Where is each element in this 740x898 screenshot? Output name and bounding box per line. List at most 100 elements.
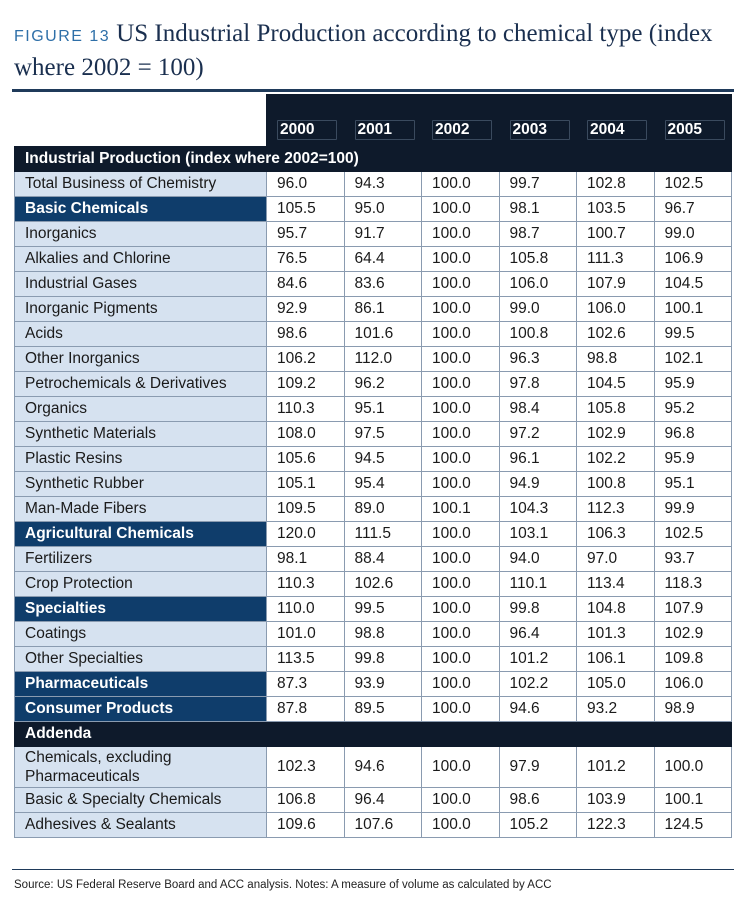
year-header-2003: 2003 — [498, 94, 577, 147]
row-label: Inorganics — [14, 221, 267, 247]
value-cell-2002: 100.0 — [421, 696, 500, 722]
production-index-table: 2000 2001 2002 2003 2004 2005 Industrial… — [14, 94, 732, 838]
value-cell-2003: 101.2 — [498, 646, 577, 672]
year-header-2002: 2002 — [421, 94, 500, 147]
table-row: Basic & Specialty Chemicals 106.8 96.4 100.… — [14, 787, 732, 813]
table-row: Coatings 101.0 98.8 100.0 96.4 101.3 102.9 — [14, 621, 732, 647]
value-cell-2004: 101.3 — [576, 621, 655, 647]
value-cell-2001: 95.1 — [343, 396, 422, 422]
value-cell-2002: 100.0 — [421, 271, 500, 297]
value-cell-2004: 106.0 — [576, 296, 655, 322]
value-cell-2004: 105.0 — [576, 671, 655, 697]
section-row-addenda: Addenda — [14, 721, 732, 747]
table-row: Fertilizers 98.1 88.4 100.0 94.0 97.0 93.7 — [14, 546, 732, 572]
year-header-2001: 2001 — [343, 94, 422, 147]
table-row: Synthetic Materials 108.0 97.5 100.0 97.2 102… — [14, 421, 732, 447]
value-cell-2000: 102.3 — [266, 746, 345, 788]
row-label: Acids — [14, 321, 267, 347]
value-cell-2001: 83.6 — [343, 271, 422, 297]
figure-title-block: FIGURE 13 US Industrial Production accord… — [14, 18, 726, 83]
value-cell-2005: 107.9 — [653, 596, 732, 622]
value-cell-2002: 100.0 — [421, 521, 500, 547]
value-cell-2002: 100.0 — [421, 346, 500, 372]
value-cell-2003: 105.2 — [498, 812, 577, 838]
value-cell-2001: 111.5 — [343, 521, 422, 547]
value-cell-2001: 99.5 — [343, 596, 422, 622]
value-cell-2001: 96.4 — [343, 787, 422, 813]
value-cell-2003: 102.2 — [498, 671, 577, 697]
table-row: Alkalies and Chlorine 76.5 64.4 100.0 105.8 1… — [14, 246, 732, 272]
source-note: Source: US Federal Reserve Board and ACC… — [14, 879, 552, 891]
value-cell-2001: 93.9 — [343, 671, 422, 697]
value-cell-2002: 100.0 — [421, 671, 500, 697]
value-cell-2000: 84.6 — [266, 271, 345, 297]
row-label: Alkalies and Chlorine — [14, 246, 267, 272]
table-body: 2000 2001 2002 2003 2004 2005 Industrial… — [14, 94, 732, 838]
value-cell-2000: 76.5 — [266, 246, 345, 272]
value-cell-2000: 120.0 — [266, 521, 345, 547]
value-cell-2003: 97.2 — [498, 421, 577, 447]
value-cell-2004: 111.3 — [576, 246, 655, 272]
value-cell-2004: 105.8 — [576, 396, 655, 422]
row-label: Plastic Resins — [14, 446, 267, 472]
row-label: Consumer Products — [14, 696, 267, 722]
value-cell-2003: 104.3 — [498, 496, 577, 522]
table-row: Man-Made Fibers 109.5 89.0 100.1 104.3 112.3 9… — [14, 496, 732, 522]
top-rule — [12, 89, 734, 92]
row-label: Crop Protection — [14, 571, 267, 597]
row-label: Industrial Gases — [14, 271, 267, 297]
year-header-2000: 2000 — [266, 94, 345, 147]
value-cell-2005: 102.1 — [653, 346, 732, 372]
value-cell-2000: 92.9 — [266, 296, 345, 322]
value-cell-2002: 100.0 — [421, 471, 500, 497]
value-cell-2004: 102.8 — [576, 171, 655, 197]
value-cell-2000: 95.7 — [266, 221, 345, 247]
value-cell-2003: 99.8 — [498, 596, 577, 622]
value-cell-2003: 94.6 — [498, 696, 577, 722]
value-cell-2005: 106.9 — [653, 246, 732, 272]
value-cell-2002: 100.0 — [421, 596, 500, 622]
value-cell-2003: 97.9 — [498, 746, 577, 788]
value-cell-2000: 113.5 — [266, 646, 345, 672]
value-cell-2003: 96.4 — [498, 621, 577, 647]
value-cell-2005: 106.0 — [653, 671, 732, 697]
value-cell-2000: 101.0 — [266, 621, 345, 647]
section-row-main: Industrial Production (index where 2002=… — [14, 146, 732, 172]
figure-title: US Industrial Production according to ch… — [14, 20, 713, 81]
value-cell-2003: 110.1 — [498, 571, 577, 597]
value-cell-2001: 94.5 — [343, 446, 422, 472]
value-cell-2000: 105.5 — [266, 196, 345, 222]
value-cell-2000: 109.2 — [266, 371, 345, 397]
year-header-2004: 2004 — [576, 94, 655, 147]
category-row: Basic Chemicals 105.5 95.0 100.0 98.1 103.5 96… — [14, 196, 732, 222]
value-cell-2005: 95.9 — [653, 371, 732, 397]
row-label: Man-Made Fibers — [14, 496, 267, 522]
row-label: Coatings — [14, 621, 267, 647]
value-cell-2003: 100.8 — [498, 321, 577, 347]
value-cell-2000: 108.0 — [266, 421, 345, 447]
value-cell-2003: 98.6 — [498, 787, 577, 813]
row-label: Synthetic Materials — [14, 421, 267, 447]
value-cell-2005: 96.8 — [653, 421, 732, 447]
value-cell-2002: 100.0 — [421, 196, 500, 222]
value-cell-2003: 99.7 — [498, 171, 577, 197]
row-label: Total Business of Chemistry — [14, 171, 267, 197]
value-cell-2002: 100.0 — [421, 296, 500, 322]
value-cell-2004: 103.5 — [576, 196, 655, 222]
value-cell-2001: 99.8 — [343, 646, 422, 672]
value-cell-2003: 94.9 — [498, 471, 577, 497]
category-row: Agricultural Chemicals 120.0 111.5 100.0 103… — [14, 521, 732, 547]
row-label: Synthetic Rubber — [14, 471, 267, 497]
value-cell-2000: 98.6 — [266, 321, 345, 347]
value-cell-2004: 102.6 — [576, 321, 655, 347]
row-label: Pharmaceuticals — [14, 671, 267, 697]
value-cell-2002: 100.0 — [421, 446, 500, 472]
value-cell-2003: 103.1 — [498, 521, 577, 547]
value-cell-2004: 93.2 — [576, 696, 655, 722]
value-cell-2005: 99.5 — [653, 321, 732, 347]
value-cell-2003: 94.0 — [498, 546, 577, 572]
table-row: Inorganics 95.7 91.7 100.0 98.7 100.7 99.0 — [14, 221, 732, 247]
value-cell-2005: 102.5 — [653, 171, 732, 197]
table-row: Adhesives & Sealants 109.6 107.6 100.0 105.2… — [14, 812, 732, 838]
value-cell-2004: 113.4 — [576, 571, 655, 597]
